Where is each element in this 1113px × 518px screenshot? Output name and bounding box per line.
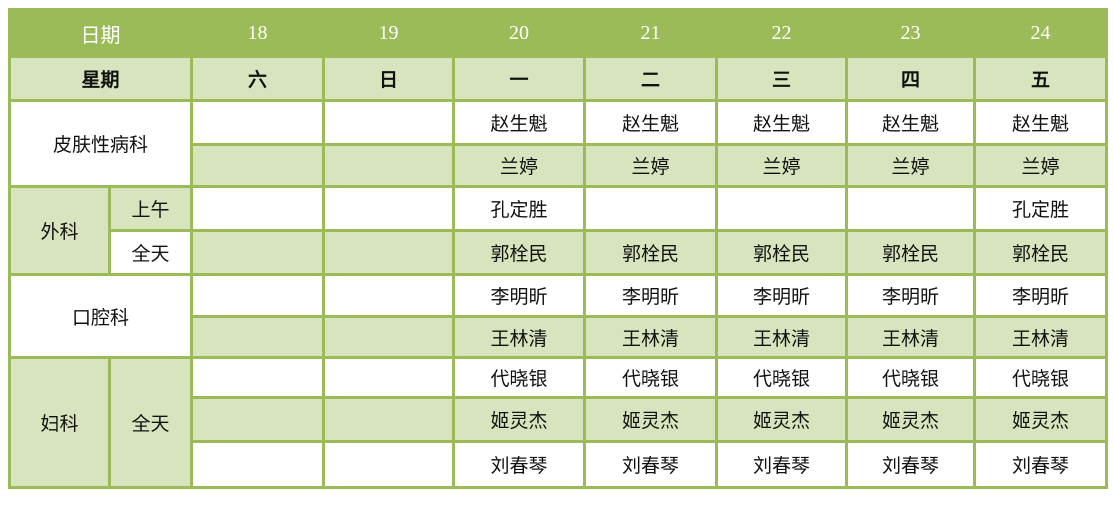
doctor-cell — [322, 440, 455, 489]
doctor-cell: 兰婷 — [845, 143, 976, 188]
doctor-cell: 刘春琴 — [973, 440, 1108, 489]
doctor-cell: 代晓银 — [973, 356, 1108, 399]
date-cell: 21 — [583, 8, 718, 58]
weekday-cell: 五 — [973, 55, 1108, 102]
session-label: 全天 — [108, 229, 193, 276]
doctor-cell — [322, 273, 455, 318]
doctor-cell: 郭栓民 — [583, 229, 718, 276]
doctor-cell: 兰婷 — [583, 143, 718, 188]
doctor-cell — [190, 185, 325, 232]
schedule-row: 刘春琴 刘春琴 刘春琴 刘春琴 刘春琴 — [10, 440, 1108, 489]
schedule-row: 全天 郭栓民 郭栓民 郭栓民 郭栓民 郭栓民 — [10, 229, 1108, 276]
doctor-cell: 刘春琴 — [845, 440, 976, 489]
date-cell: 19 — [322, 8, 455, 58]
doctor-cell: 代晓银 — [452, 356, 586, 399]
weekday-cell: 日 — [322, 55, 455, 102]
date-cell: 20 — [452, 8, 586, 58]
schedule-row: 口腔科 李明昕 李明昕 李明昕 李明昕 李明昕 — [8, 273, 1108, 359]
doctor-cell: 郭栓民 — [452, 229, 586, 276]
doctor-cell: 刘春琴 — [583, 440, 718, 489]
doctor-cell: 王林清 — [452, 315, 586, 359]
date-cell: 23 — [845, 8, 976, 58]
dept-label: 皮肤性病科 — [8, 99, 193, 188]
doctor-cell: 姬灵杰 — [973, 396, 1108, 443]
doctor-cell — [190, 229, 325, 276]
doctor-cell: 姬灵杰 — [452, 396, 586, 443]
doctor-cell — [190, 440, 325, 489]
session-label: 上午 — [108, 185, 193, 232]
doctor-cell: 赵生魁 — [452, 99, 586, 146]
doctor-cell — [190, 143, 325, 188]
doctor-cell — [322, 143, 455, 188]
doctor-cell: 郭栓民 — [845, 229, 976, 276]
doctor-cell — [845, 185, 976, 232]
doctor-cell: 赵生魁 — [845, 99, 976, 146]
schedule-row: 姬灵杰 姬灵杰 姬灵杰 姬灵杰 姬灵杰 — [10, 396, 1108, 443]
date-label: 日期 — [8, 8, 193, 58]
doctor-cell: 姬灵杰 — [845, 396, 976, 443]
doctor-cell — [190, 396, 325, 443]
doctor-cell: 王林清 — [583, 315, 718, 359]
weekday-label: 星期 — [8, 55, 193, 102]
schedule-row: 皮肤性病科 赵生魁 赵生魁 赵生魁 赵生魁 赵生魁 — [8, 99, 1108, 188]
doctor-cell: 王林清 — [715, 315, 848, 359]
doctor-cell: 赵生魁 — [715, 99, 848, 146]
schedule-row: 外科 上午 孔定胜 孔定胜 — [8, 185, 1108, 276]
doctor-cell — [190, 99, 325, 146]
doctor-cell — [322, 99, 455, 146]
doctor-cell: 兰婷 — [973, 143, 1108, 188]
doctor-cell: 郭栓民 — [973, 229, 1108, 276]
date-cell: 18 — [190, 8, 325, 58]
schedule-row: 兰婷 兰婷 兰婷 兰婷 兰婷 — [10, 143, 1108, 188]
weekday-cell: 一 — [452, 55, 586, 102]
doctor-cell — [715, 185, 848, 232]
doctor-cell: 刘春琴 — [715, 440, 848, 489]
doctor-cell: 代晓银 — [715, 356, 848, 399]
doctor-cell: 王林清 — [845, 315, 976, 359]
date-cell: 22 — [715, 8, 848, 58]
doctor-cell: 兰婷 — [452, 143, 586, 188]
date-cell: 24 — [973, 8, 1108, 58]
weekday-cell: 三 — [715, 55, 848, 102]
session-label: 全天 — [108, 356, 193, 489]
schedule-row: 妇科 全天 代晓银 代晓银 代晓银 代晓银 代晓银 — [8, 356, 1108, 489]
doctor-cell — [322, 396, 455, 443]
date-row: 日期 18 19 20 21 22 23 24 — [8, 8, 1108, 58]
doctor-cell — [190, 356, 325, 399]
dept-label: 口腔科 — [8, 273, 193, 359]
doctor-cell: 郭栓民 — [715, 229, 848, 276]
weekday-cell: 二 — [583, 55, 718, 102]
doctor-cell — [322, 185, 455, 232]
doctor-cell — [583, 185, 718, 232]
doctor-cell: 王林清 — [973, 315, 1108, 359]
weekday-cell: 六 — [190, 55, 325, 102]
doctor-cell: 兰婷 — [715, 143, 848, 188]
doctor-cell: 刘春琴 — [452, 440, 586, 489]
dept-label: 外科 — [8, 185, 111, 276]
doctor-cell: 赵生魁 — [583, 99, 718, 146]
doctor-cell: 李明昕 — [845, 273, 976, 318]
doctor-cell: 赵生魁 — [973, 99, 1108, 146]
schedule-table: 日期 18 19 20 21 22 23 24 星期 六日一二三四五 皮肤性病科 赵生魁 赵生魁… — [8, 8, 1108, 489]
doctor-cell: 姬灵杰 — [715, 396, 848, 443]
doctor-cell — [190, 315, 325, 359]
doctor-cell — [322, 229, 455, 276]
doctor-cell — [322, 356, 455, 399]
doctor-cell — [190, 273, 325, 318]
doctor-cell: 姬灵杰 — [583, 396, 718, 443]
doctor-cell: 代晓银 — [583, 356, 718, 399]
doctor-cell: 李明昕 — [452, 273, 586, 318]
doctor-cell: 孔定胜 — [973, 185, 1108, 232]
doctor-cell: 孔定胜 — [452, 185, 586, 232]
doctor-cell: 李明昕 — [715, 273, 848, 318]
weekday-row: 星期 六日一二三四五 — [8, 55, 1108, 102]
doctor-cell: 李明昕 — [973, 273, 1108, 318]
doctor-cell — [322, 315, 455, 359]
dept-label: 妇科 — [8, 356, 111, 489]
schedule-row: 王林清 王林清 王林清 王林清 王林清 — [10, 315, 1108, 359]
doctor-cell: 代晓银 — [845, 356, 976, 399]
weekday-cell: 四 — [845, 55, 976, 102]
doctor-cell: 李明昕 — [583, 273, 718, 318]
